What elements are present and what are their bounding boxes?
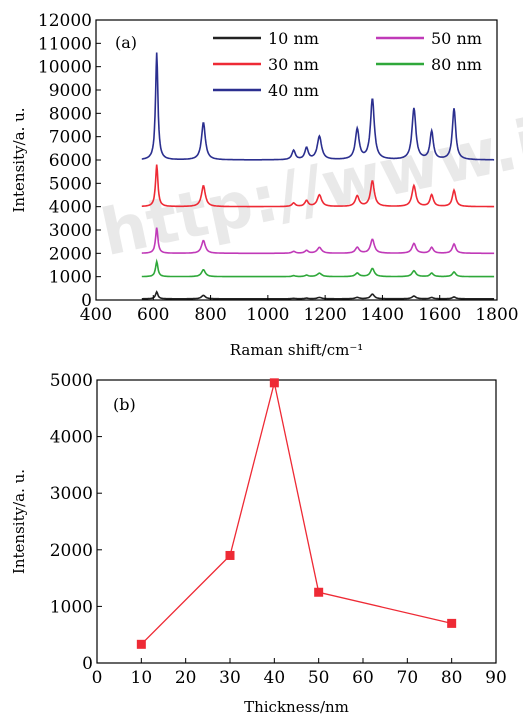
panel-b-data-point <box>269 378 279 388</box>
legend-label-30-nm: 30 nm <box>268 55 319 74</box>
panel-a-x-tick-label: 600 <box>137 305 169 325</box>
panel-b-x-tick-label: 70 <box>397 668 419 688</box>
panel-a-x-tick-label: 400 <box>80 305 112 325</box>
panel-b-y-tick-label: 4000 <box>50 428 93 448</box>
panel-a-y-axis-title: Intensity/a. u. <box>10 107 28 212</box>
panel-b-data-point <box>314 587 324 597</box>
panel-a-y-tick-label: 3000 <box>49 221 92 241</box>
panel-a-x-tick-label: 1000 <box>246 305 289 325</box>
panel-b-y-tick-label: 5000 <box>50 371 93 391</box>
panel-a-y-tick-label: 5000 <box>49 174 92 194</box>
panel-a-y-tick-label: 7000 <box>49 128 92 148</box>
watermark: http://www.ixue <box>95 79 523 271</box>
panel-b-axes: 0 10 20 30 40 50 60 70 80 90 0 1000 2000 3000 4000 5000 <box>50 371 507 688</box>
panel-a-x-tick-label: 1800 <box>475 305 518 325</box>
panel-b-x-tick-label: 20 <box>175 668 197 688</box>
panel-a-y-tick-label: 12000 <box>38 11 92 31</box>
legend-label-80-nm: 80 nm <box>431 55 482 74</box>
panel-a-y-tick-label: 6000 <box>49 151 92 171</box>
spectrum-line-40-nm <box>141 52 495 161</box>
panel-a-y-tick-label: 8000 <box>49 104 92 124</box>
panel-a-y-tick-label: 0 <box>81 291 92 311</box>
panel-a-x-tick-label: 1200 <box>304 305 347 325</box>
panel-b-data-point <box>136 639 146 649</box>
panel-a-y-tick-label: 4000 <box>49 198 92 218</box>
panel-a-y-tick-label: 11000 <box>38 34 92 54</box>
panel-b-y-tick-label: 1000 <box>50 597 93 617</box>
panel-b-data <box>136 378 457 649</box>
panel-b-x-tick-label: 40 <box>264 668 286 688</box>
panel-a-y-tick-label: 10000 <box>38 58 92 78</box>
panel-b-x-tick-label: 80 <box>441 668 463 688</box>
panel-b-plot-frame <box>96 379 497 664</box>
panel-b-x-tick-label: 0 <box>92 668 103 688</box>
spectrum-line-30-nm <box>141 164 495 208</box>
panel-a-y-tick-label: 1000 <box>49 268 92 288</box>
panel-a-x-tick-label: 1600 <box>418 305 461 325</box>
panel-b-y-tick-label: 0 <box>82 654 93 674</box>
legend-label-10-nm: 10 nm <box>268 29 319 48</box>
panel-b-x-tick-label: 60 <box>352 668 374 688</box>
panel-a-x-axis-title: Raman shift/cm⁻¹ <box>230 341 364 359</box>
panel-a-x-tick-label: 800 <box>194 305 226 325</box>
panel-b-intensity-vs-thickness: 0 10 20 30 40 50 60 70 80 90 0 1000 2000 3000 4000 5000… <box>10 371 507 716</box>
legend-label-40-nm: 40 nm <box>268 81 319 100</box>
panel-b-x-tick-label: 50 <box>308 668 330 688</box>
spectrum-line-80-nm <box>141 258 495 278</box>
panel-b-label: (b) <box>113 395 136 414</box>
panel-a-y-tick-label: 2000 <box>49 244 92 264</box>
panel-b-x-axis-title: Thickness/nm <box>244 698 349 716</box>
panel-b-y-tick-label: 3000 <box>50 484 93 504</box>
spectrum-line-50-nm <box>141 227 495 255</box>
panel-b-x-tick-label: 90 <box>485 668 507 688</box>
panel-b-y-tick-label: 2000 <box>50 541 93 561</box>
panel-b-y-axis-title: Intensity/a. u. <box>10 469 28 574</box>
panel-b-x-tick-label: 10 <box>131 668 153 688</box>
panel-b-series-line <box>140 382 452 645</box>
panel-a-legend: 10 nm 30 nm 40 nm 50 nm 80 nm <box>213 29 482 100</box>
panel-a-spectra <box>141 52 495 300</box>
panel-b-x-tick-label: 30 <box>219 668 241 688</box>
panel-b-data-point <box>447 618 457 628</box>
spectrum-line-10-nm <box>141 290 495 300</box>
panel-a-x-tick-label: 1400 <box>361 305 404 325</box>
panel-a-raman-spectra: http://www.ixue 400 600 800 1000 1200 1400 160… <box>10 11 523 359</box>
panel-a-y-tick-label: 9000 <box>49 81 92 101</box>
panel-b-data-point <box>225 550 235 560</box>
legend-label-50-nm: 50 nm <box>431 29 482 48</box>
panel-a-axes: 400 600 800 1000 1200 1400 1600 1800 0 1000 2000 30… <box>38 11 519 325</box>
panel-a-label: (a) <box>115 33 137 52</box>
